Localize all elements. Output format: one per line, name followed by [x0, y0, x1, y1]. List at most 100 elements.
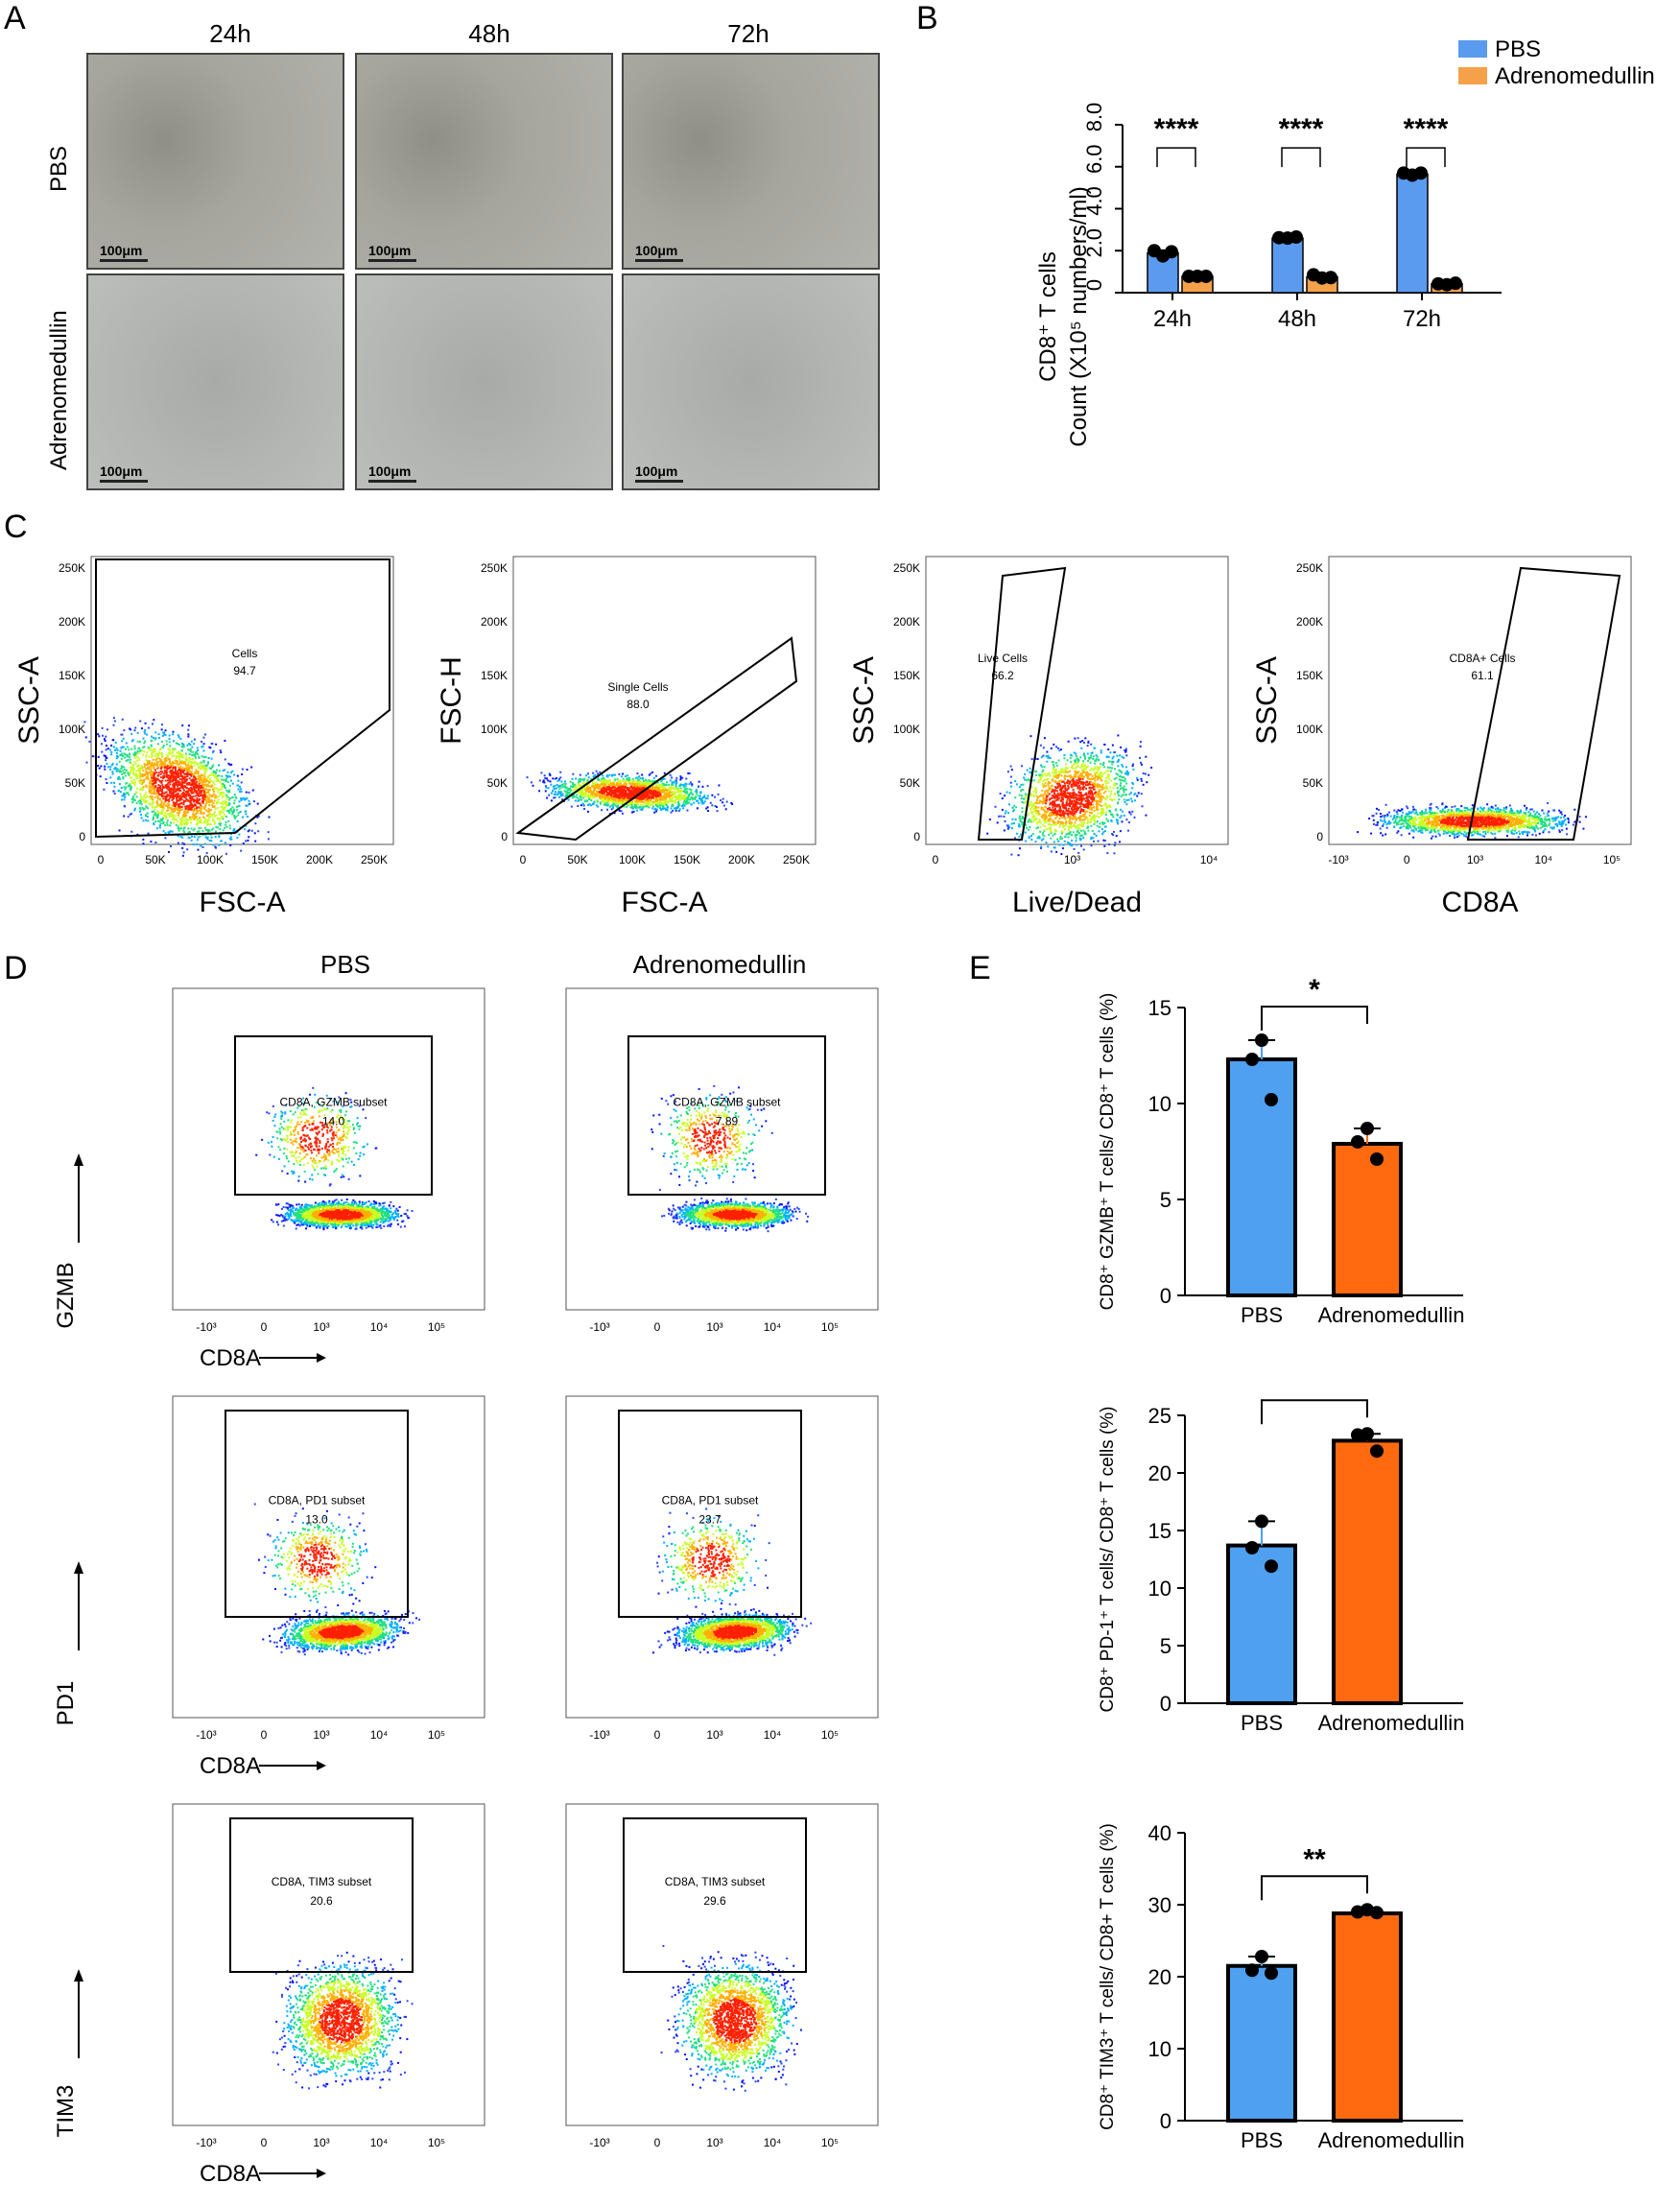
x-tick-label: 10⁴	[370, 2136, 389, 2149]
axis-label-x: CD8A	[200, 2161, 261, 2187]
x-tick-label: 10³	[1467, 853, 1483, 866]
x-tick-label: 0	[98, 853, 105, 866]
scale-bar: 100μm	[635, 463, 677, 479]
x-tick-label: 10⁴	[1200, 853, 1219, 866]
bar-adrenomedullin	[1334, 1913, 1401, 2121]
gate-value: 14.0	[322, 1115, 345, 1128]
d-row-label-pd1: PD1	[38, 1387, 96, 1790]
scale-bar: 100μm	[368, 463, 411, 479]
data-point	[1255, 1950, 1268, 1963]
y-tick-label: 2.0	[1082, 228, 1106, 258]
data-point	[1255, 1514, 1268, 1528]
x-tick-label: 100K	[197, 853, 224, 866]
x-tick-label: 10⁵	[428, 1728, 445, 1742]
micro-row-adrenomedullin: Adrenomedullin	[46, 310, 73, 470]
gate-name: CD8A, GZMB subset	[279, 1096, 388, 1109]
bar-pbs	[1228, 1966, 1295, 2121]
x-arrowhead	[317, 1353, 326, 1363]
x-tick-label: 10⁵	[428, 1320, 445, 1334]
plot-frame	[1329, 557, 1631, 844]
bar-adrenomedullin	[1334, 1144, 1401, 1295]
x-tick-label: 0	[520, 853, 527, 866]
y-tick-label: 25	[1148, 1404, 1171, 1428]
y-tick-label: 5	[1160, 1634, 1171, 1658]
data-point	[1324, 271, 1337, 284]
x-tick-label: 10⁴	[764, 1728, 782, 1742]
axis-label-y: FSC-H	[436, 656, 467, 745]
y-tick-label: 250K	[481, 561, 508, 575]
y-tick-label: 0	[1082, 279, 1106, 291]
d-row-label-gzmb: GZMB	[38, 979, 96, 1382]
y-tick-label: 100K	[893, 723, 920, 736]
data-point	[1165, 245, 1178, 258]
x-tick-label: 0	[261, 1320, 268, 1334]
x-tick-label: 10³	[313, 1728, 329, 1742]
d-col-adrenomedullin: Adrenomedullin	[595, 950, 844, 980]
y-tick-label: 50K	[900, 776, 920, 790]
x-tick-label: PBS	[1241, 2128, 1283, 2152]
y-tick-label: 30	[1148, 1893, 1171, 1917]
sig-bracket	[1407, 148, 1445, 167]
y-tick-label: 50K	[65, 776, 85, 790]
data-point	[1245, 1963, 1259, 1977]
gate-value: 61.1	[1471, 669, 1494, 682]
scale-bar: 100μm	[635, 243, 677, 258]
data-point	[1265, 1093, 1278, 1106]
sig-label: **	[1303, 1843, 1326, 1875]
y-tick-label: 0	[913, 830, 920, 843]
axis-label-y: GZMB	[53, 1262, 79, 1328]
gate-value: 13.0	[305, 1513, 328, 1527]
plot-frame	[566, 1396, 878, 1718]
x-tick-label: 200K	[728, 853, 755, 866]
gate-name: CD8A, TIM3 subset	[665, 1875, 766, 1888]
sig-bracket	[1262, 1876, 1367, 1900]
data-point	[1370, 1444, 1384, 1458]
axis-label-y: CD8⁺ PD-1⁺ T cells/ CD8⁺ T cells (%)	[1098, 1406, 1118, 1712]
micrograph-pbs-72h: 100μm	[622, 53, 880, 270]
x-tick-label: 0	[654, 2136, 661, 2149]
data-point	[1199, 270, 1213, 283]
data-point	[1245, 1541, 1259, 1554]
y-tick-label: 20	[1148, 1461, 1171, 1485]
micro-col-24h: 24h	[144, 19, 317, 49]
plot-frame	[91, 557, 393, 844]
y-tick-label: 4.0	[1082, 186, 1106, 216]
gate-value: 94.7	[233, 664, 256, 677]
y-tick-label: 15	[1148, 1519, 1171, 1543]
y-tick-label: 50K	[1303, 776, 1323, 790]
sig-bracket	[1262, 1400, 1367, 1424]
x-tick-label: 10⁴	[764, 2136, 782, 2149]
d-row-label-tim3: TIM3	[38, 1794, 96, 2197]
x-arrowhead	[317, 2169, 326, 2178]
d-col-pbs: PBS	[259, 950, 432, 980]
panel-label-b: B	[916, 0, 938, 37]
gate-name: Single Cells	[607, 680, 668, 694]
plot-frame	[173, 1804, 485, 2125]
x-tick-label: 10⁵	[821, 2136, 839, 2149]
y-tick-label: 150K	[59, 669, 85, 682]
sig-bracket	[1262, 1007, 1367, 1031]
x-tick-label: 10³	[313, 2136, 329, 2149]
x-tick-label: 100K	[619, 853, 646, 866]
bar-pbs-72h	[1397, 174, 1428, 293]
y-tick-label: 0	[1160, 1692, 1171, 1716]
scale-bar: 100μm	[368, 243, 411, 258]
data-point	[1351, 1135, 1364, 1149]
sig-label: **	[1303, 1387, 1326, 1399]
axis-label-y: SSC-A	[1251, 656, 1283, 745]
sig-bracket	[1157, 148, 1195, 167]
y-tick-label: 0	[1160, 2109, 1171, 2133]
y-tick-label: 50K	[487, 776, 508, 790]
x-tick-label: 10³	[706, 2136, 722, 2149]
y-tick-label: 200K	[1296, 615, 1323, 629]
scale-bar: 100μm	[100, 243, 142, 258]
axis-label-y: SSC-A	[13, 656, 45, 745]
